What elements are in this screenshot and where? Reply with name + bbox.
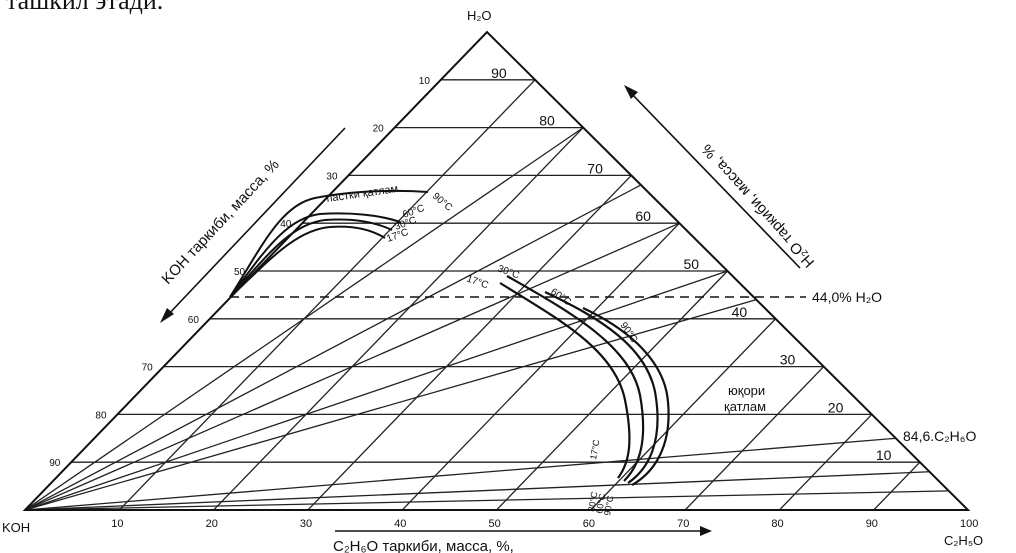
lower-layer-curves bbox=[229, 189, 429, 298]
bottom-tick-label: 100 bbox=[960, 518, 978, 530]
right-axis-arrow bbox=[627, 89, 801, 269]
bottom-axis-arrowhead bbox=[700, 526, 712, 536]
left-tick-label: 10 bbox=[419, 76, 431, 87]
right-tick-label: 50 bbox=[684, 256, 700, 272]
grid-line-ethanol bbox=[307, 174, 632, 511]
temp-bottom-90: 90°C bbox=[602, 494, 615, 516]
temp-bottom-30: 30°C bbox=[586, 490, 599, 512]
bottom-tick-label: 80 bbox=[771, 518, 783, 530]
vertex-koh-label: KOH bbox=[2, 520, 30, 535]
right-tick-label: 30 bbox=[780, 352, 796, 368]
bottom-tick-label: 50 bbox=[489, 518, 501, 530]
right-tick-labels: 90 80 70 60 50 40 30 20 10 bbox=[491, 65, 892, 463]
temp-lower-90: 90°C bbox=[430, 191, 454, 214]
bottom-tick-label: 70 bbox=[677, 518, 689, 530]
lower-curve-17c bbox=[229, 225, 386, 298]
left-axis-arrowhead bbox=[160, 308, 174, 323]
lower-curve-90c bbox=[229, 189, 429, 298]
left-tick-label: 40 bbox=[280, 219, 292, 230]
tie-line bbox=[24, 184, 642, 511]
right-tick-label: 80 bbox=[539, 113, 555, 129]
upper-layer-label-line1: юқори bbox=[728, 383, 765, 398]
upper-curve-17c bbox=[499, 282, 631, 479]
bottom-tick-label: 30 bbox=[300, 518, 312, 530]
bottom-tick-labels: 10 20 30 40 50 60 70 80 90 100 bbox=[111, 518, 978, 530]
grid-line-ethanol bbox=[873, 461, 921, 511]
left-tick-label: 30 bbox=[326, 171, 338, 182]
lower-curve-60c bbox=[229, 212, 401, 298]
upper-curve-60c bbox=[544, 291, 659, 484]
tie-line bbox=[24, 270, 728, 511]
upper-curve-90c bbox=[582, 307, 670, 486]
bottom-axis-label: C₂H₆O таркиби, масса, %, bbox=[333, 538, 514, 553]
upper-curve-30c bbox=[506, 275, 645, 482]
vertex-water-label: H₂O bbox=[467, 8, 492, 23]
bottom-tick-label: 60 bbox=[583, 518, 595, 530]
right-axis-label: H₂O таркиби, масса, % bbox=[698, 141, 818, 271]
grid-line-ethanol bbox=[684, 366, 825, 511]
temp-bottom-17: 17°C bbox=[588, 438, 601, 460]
right-tick-label: 90 bbox=[491, 65, 507, 81]
tie-line bbox=[24, 127, 584, 511]
upper-layer-curves bbox=[499, 275, 670, 486]
bottom-tick-label: 90 bbox=[866, 518, 878, 530]
tie-line bbox=[24, 490, 949, 511]
lower-curve-30c bbox=[229, 218, 393, 298]
tie-line bbox=[24, 299, 757, 511]
right-axis-arrowhead bbox=[624, 85, 638, 99]
tie-line bbox=[24, 471, 930, 511]
left-tick-label: 70 bbox=[142, 363, 154, 374]
left-axis-arrow bbox=[164, 127, 346, 319]
right-tick-label: 20 bbox=[828, 399, 844, 415]
temp-upper-17: 17°C bbox=[465, 273, 490, 291]
right-tick-label: 40 bbox=[732, 304, 748, 320]
upper-layer-label-line2: қатлам bbox=[724, 399, 766, 414]
water-reference-label: 44,0% H₂O bbox=[812, 289, 882, 305]
left-tick-label: 80 bbox=[95, 410, 107, 421]
left-tick-label: 20 bbox=[373, 124, 385, 135]
right-tick-label: 60 bbox=[635, 208, 651, 224]
tie-line bbox=[24, 222, 680, 511]
bottom-tick-label: 10 bbox=[111, 518, 123, 530]
tie-lines bbox=[24, 127, 949, 511]
ethanol-reference-label: 84,6.C₂H₆O bbox=[903, 428, 976, 444]
bottom-tick-label: 20 bbox=[206, 518, 218, 530]
left-axis-label: KOH таркиби, масса, % bbox=[158, 156, 282, 288]
bottom-tick-label: 40 bbox=[394, 518, 406, 530]
left-tick-label: 50 bbox=[234, 267, 246, 278]
triangle-outline bbox=[22, 30, 971, 511]
caption-fragment: ташкил этади. bbox=[6, 0, 164, 15]
right-tick-label: 10 bbox=[876, 447, 892, 463]
grid-line-ethanol bbox=[496, 270, 728, 511]
tie-line bbox=[24, 437, 896, 511]
left-tick-label: 90 bbox=[49, 458, 61, 469]
temp-upper-30: 30°C bbox=[496, 263, 521, 281]
grid-lines bbox=[71, 79, 921, 511]
temp-bottom-60: 60°C bbox=[594, 492, 607, 514]
grid-line-ethanol bbox=[118, 79, 536, 511]
left-tick-label: 60 bbox=[188, 315, 200, 326]
vertex-ethanol-label: C₂H₅O bbox=[944, 533, 983, 548]
left-tick-labels: 10 20 30 40 50 60 70 80 90 bbox=[49, 76, 430, 469]
right-tick-label: 70 bbox=[587, 160, 603, 176]
